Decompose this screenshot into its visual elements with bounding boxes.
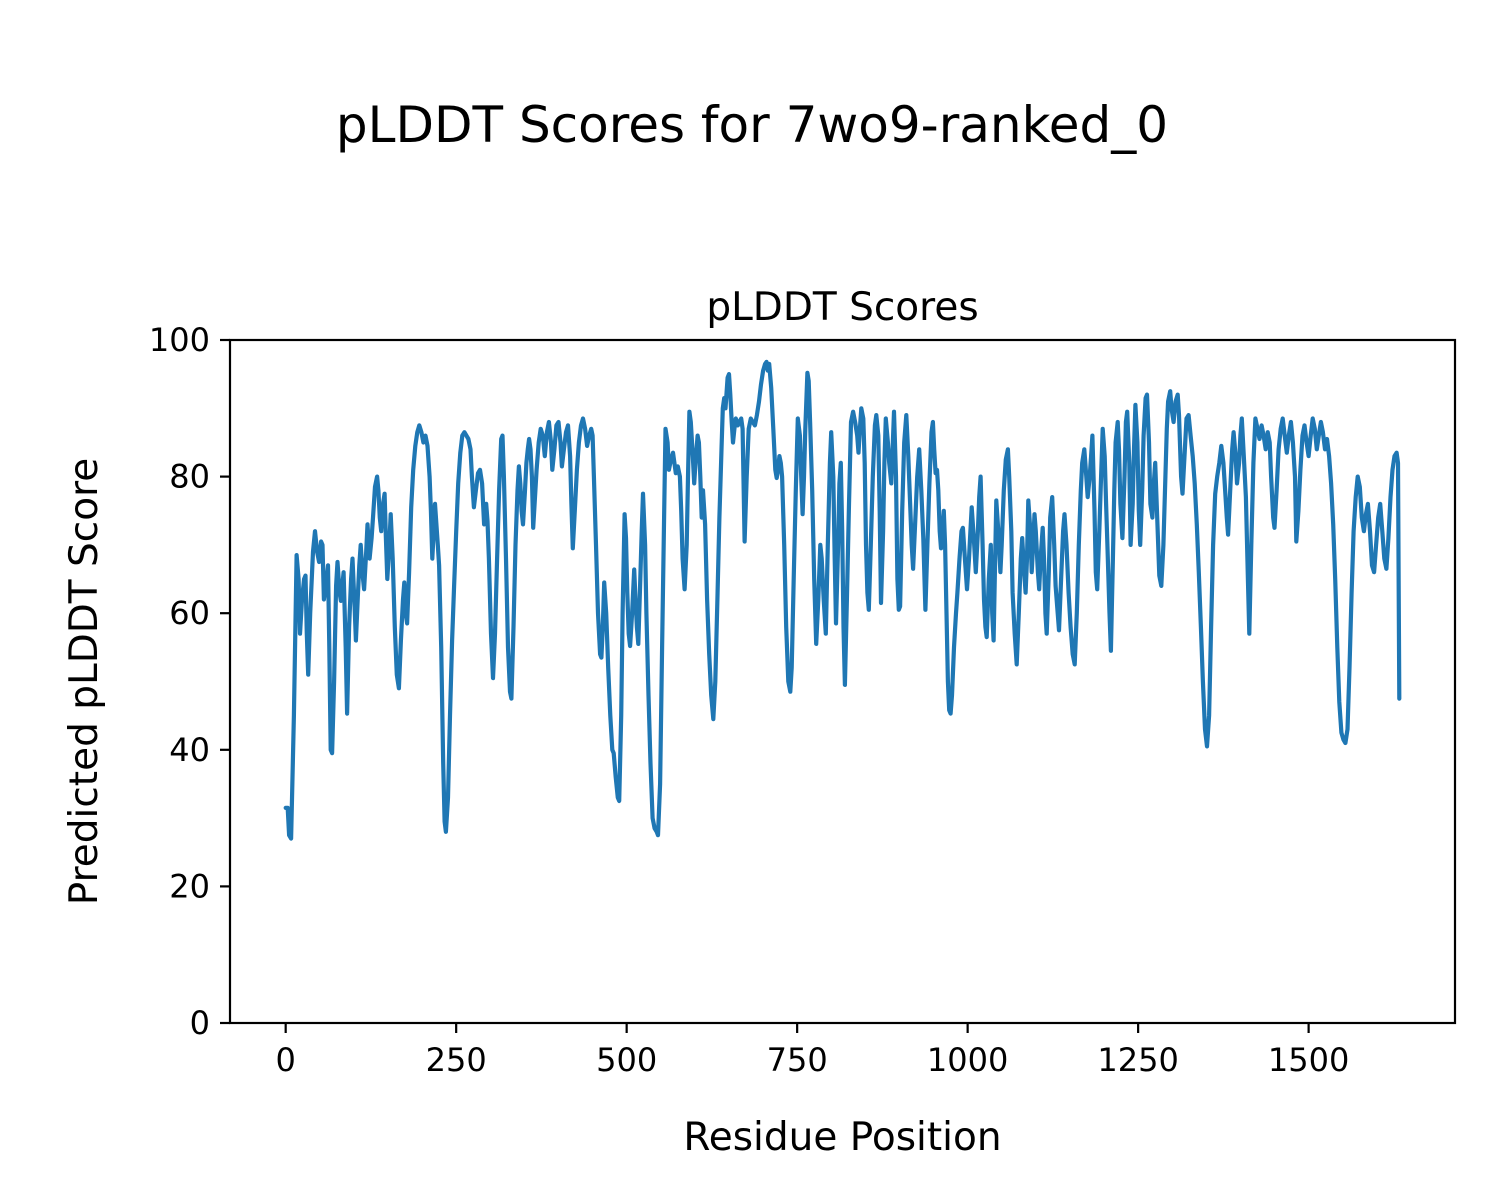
y-tick-label: 80	[169, 458, 210, 496]
x-tick-label: 1000	[927, 1041, 1008, 1079]
x-tick-label: 750	[767, 1041, 828, 1079]
y-tick-label: 100	[149, 321, 210, 359]
x-axis-ticks: 0 250 500 750 1000 1250 1500	[276, 1023, 1349, 1079]
y-tick-label: 20	[169, 867, 210, 905]
axes-title: pLDDT Scores	[706, 285, 978, 330]
x-tick-label: 1250	[1097, 1041, 1178, 1079]
x-tick-label: 500	[596, 1041, 657, 1079]
y-tick-label: 0	[190, 1004, 210, 1042]
axes-frame	[228, 338, 1457, 1025]
y-tick-label: 60	[169, 594, 210, 632]
y-axis-ticks: 0 20 40 60 80 100	[149, 321, 230, 1042]
plddt-line-series	[283, 359, 1402, 841]
y-tick-label: 40	[169, 731, 210, 769]
y-axis-label: Predicted pLDDT Score	[62, 458, 107, 905]
x-axis-label: Residue Position	[683, 1115, 1001, 1160]
figure-suptitle: pLDDT Scores for 7wo9-ranked_0	[336, 96, 1168, 154]
x-tick-label: 1500	[1268, 1041, 1349, 1079]
x-tick-label: 250	[426, 1041, 487, 1079]
x-tick-label: 0	[276, 1041, 296, 1079]
